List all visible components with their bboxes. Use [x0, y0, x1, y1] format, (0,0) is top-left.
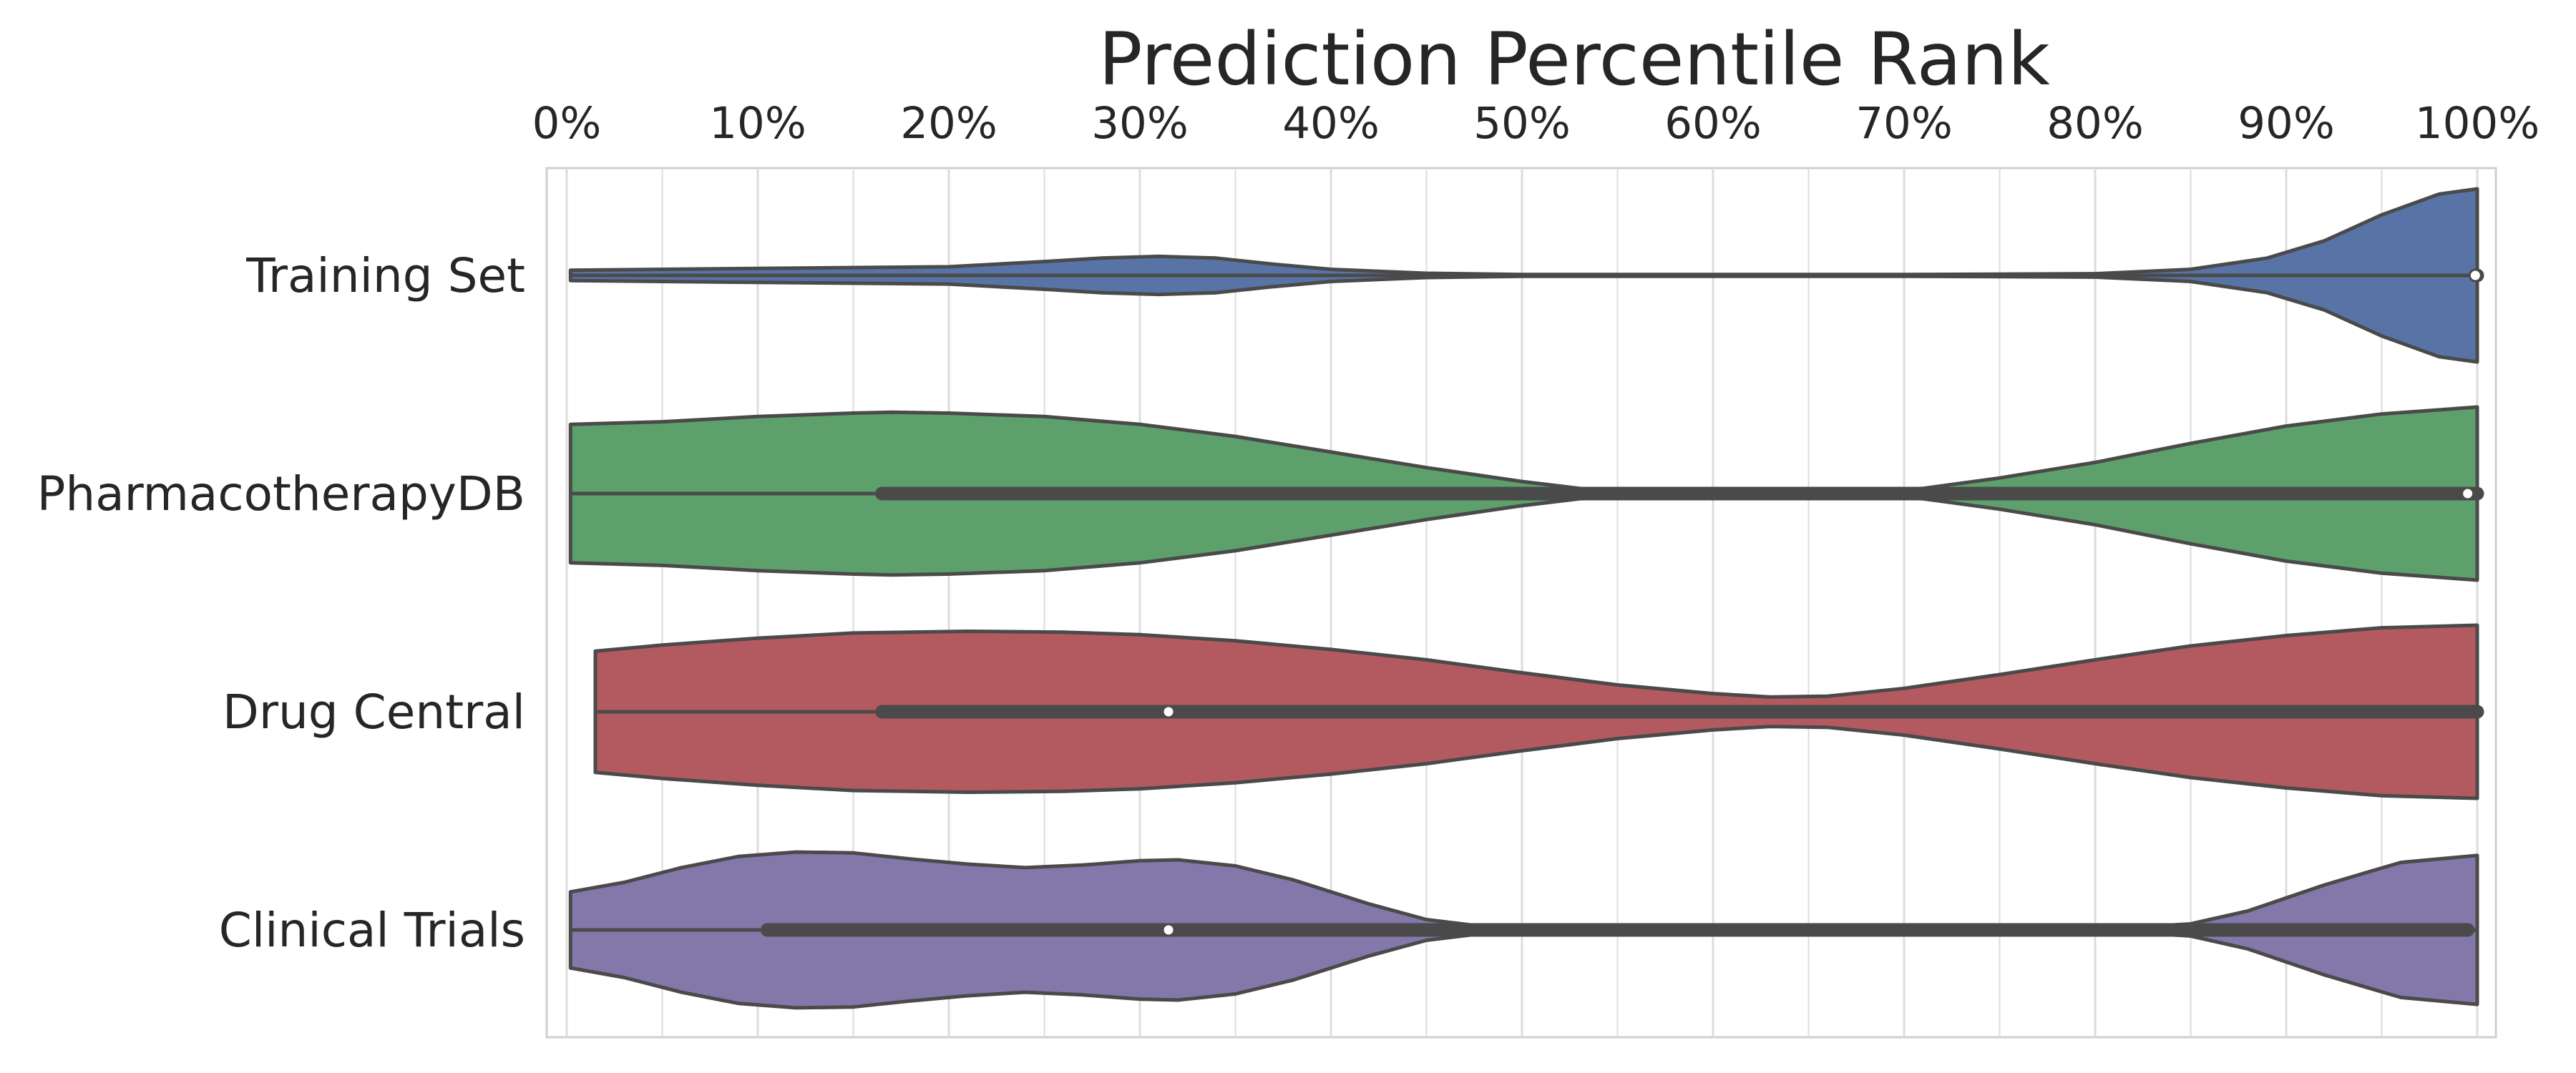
category-label: PharmacotherapyDB	[37, 466, 525, 521]
median-point	[2468, 268, 2482, 283]
median-point	[2461, 486, 2475, 501]
violin-clinical-trials	[568, 850, 2479, 1010]
x-tick-label: 30%	[1091, 98, 1189, 149]
median-point	[1161, 705, 1176, 719]
median-point	[1161, 923, 1176, 937]
x-tick-label: 0%	[532, 98, 602, 149]
category-label: Drug Central	[223, 685, 525, 740]
violin-pharmacotherapydb	[568, 405, 2484, 582]
category-label: Clinical Trials	[219, 903, 525, 958]
x-tick-label: 100%	[2415, 98, 2540, 149]
x-tick-label: 60%	[1664, 98, 1762, 149]
violin-drug-central	[593, 623, 2484, 800]
x-tick-label: 70%	[1855, 98, 1953, 149]
x-tick-label: 20%	[900, 98, 997, 149]
x-tick-label: 50%	[1473, 98, 1571, 149]
x-tick-label: 40%	[1282, 98, 1380, 149]
violin-training-set	[568, 187, 2484, 364]
category-labels: Training Set PharmacotherapyDB Drug Centra…	[37, 248, 525, 958]
x-tick-label: 80%	[2046, 98, 2144, 149]
category-label: Training Set	[245, 248, 525, 303]
x-tick-label: 10%	[709, 98, 806, 149]
violins	[568, 187, 2484, 1010]
x-tick-label: 90%	[2238, 98, 2335, 149]
x-tick-labels: 0% 10% 20% 30% 40% 50% 60% 70% 80% 90% 100%	[532, 98, 2540, 149]
chart-title: Prediction Percentile Rank	[1098, 17, 2050, 102]
